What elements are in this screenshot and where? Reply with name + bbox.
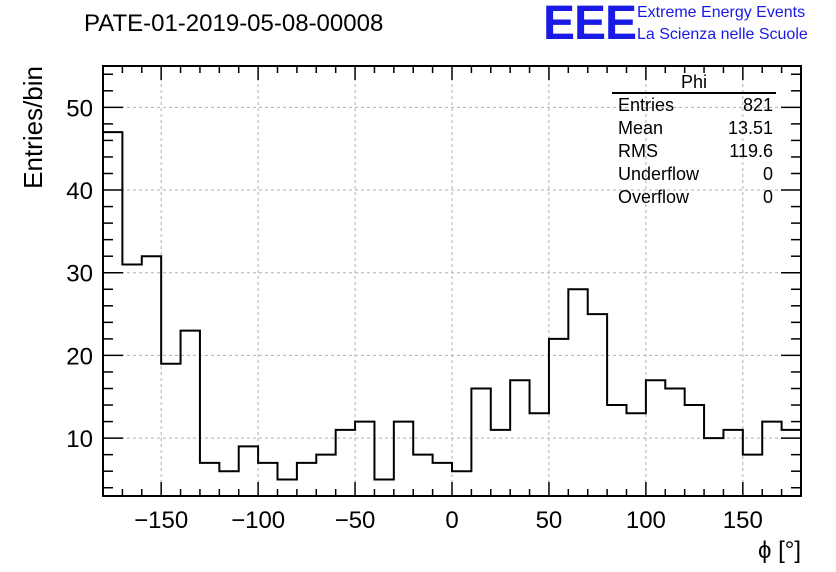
x-tick-label: −100	[231, 507, 285, 534]
chart-title: PATE-01-2019-05-08-00008	[84, 10, 384, 37]
stats-title: Phi	[612, 72, 776, 94]
stats-label: RMS	[618, 141, 658, 161]
stats-value: 0	[762, 164, 773, 184]
stats-row-mean: Mean 13.51	[612, 117, 776, 140]
y-tick-label: 40	[66, 178, 93, 205]
y-tick-label: 50	[66, 95, 93, 122]
x-tick-label: 150	[723, 507, 763, 534]
logo-line-1: Extreme Energy Events	[637, 4, 806, 21]
stats-row-entries: Entries 821	[612, 94, 776, 117]
x-tick-label: −50	[335, 507, 376, 534]
histogram-series	[102, 131, 802, 496]
eee-logo: EEE	[543, 0, 637, 50]
x-tick-label: 0	[445, 507, 458, 534]
stats-value: 0	[762, 187, 773, 207]
stats-label: Underflow	[618, 164, 700, 184]
grid-lines	[103, 66, 801, 496]
stats-row-overflow: Overflow 0	[612, 186, 776, 209]
stats-value: 13.51	[727, 118, 773, 138]
stats-label: Overflow	[618, 187, 690, 207]
x-tick-label: 100	[626, 507, 666, 534]
x-axis-label: ϕ [°]	[758, 537, 801, 564]
stats-value: 821	[742, 95, 773, 115]
y-axis-label: Entries/bin	[18, 66, 48, 189]
axis-tick-labels: −150 −100 −50 0 50 100 150 10 20 30 40 50	[66, 95, 763, 534]
stats-label: Mean	[618, 118, 664, 138]
axis-ticks	[102, 66, 802, 496]
logo-line-2: La Scienza nelle Scuole	[637, 26, 808, 43]
y-tick-label: 10	[66, 426, 93, 453]
stats-row-rms: RMS 119.6	[612, 140, 776, 163]
x-tick-label: 50	[536, 507, 563, 534]
x-tick-label: −150	[134, 507, 188, 534]
stats-row-underflow: Underflow 0	[612, 163, 776, 186]
stats-box: Phi Entries 821 Mean 13.51 RMS 119.6 Und…	[612, 72, 776, 209]
y-tick-label: 30	[66, 261, 93, 288]
stats-label: Entries	[618, 95, 675, 115]
y-tick-label: 20	[66, 343, 93, 370]
stats-value: 119.6	[729, 141, 773, 161]
